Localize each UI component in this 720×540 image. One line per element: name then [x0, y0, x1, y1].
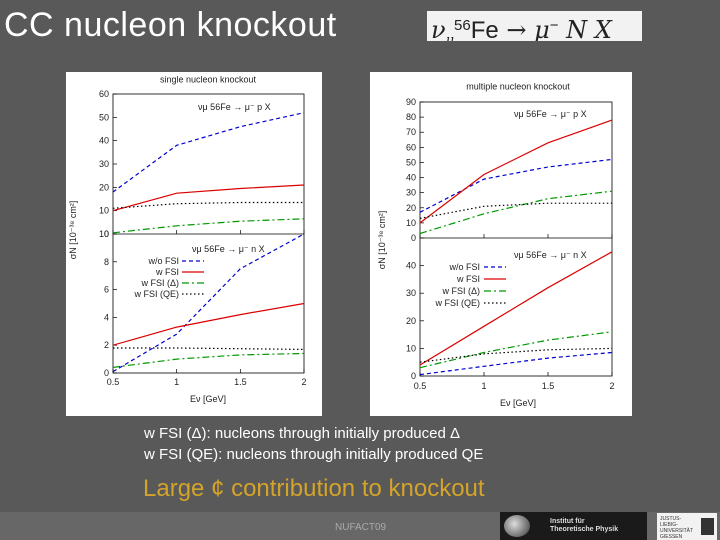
- footer-text: NUFACT09: [335, 522, 387, 533]
- notes: w FSI (Δ): nucleons through initially pr…: [144, 423, 483, 465]
- logo-line: JUSTUS-LIEBIG-: [660, 516, 682, 528]
- series-line: [419, 331, 613, 369]
- series-line: [112, 218, 305, 234]
- single-knockout-panel: single nucleon knockout σN [10⁻³⁸ cm²] E…: [66, 72, 322, 416]
- logo-line: UNIVERSITÄT: [660, 528, 694, 534]
- y-tick-label: 10: [406, 343, 416, 353]
- subplot-label: νμ 56Fe → μ⁻ n X: [192, 244, 265, 254]
- y-tick-label: 30: [406, 188, 416, 198]
- x-tick-label: 2: [609, 381, 614, 391]
- y-tick-label: 50: [406, 157, 416, 167]
- legend-label: w/o FSI: [147, 256, 179, 266]
- formula-arrow: →: [498, 16, 535, 41]
- formula-mu-sub: μ: [445, 32, 455, 41]
- series-line: [419, 190, 613, 235]
- x-tick-label: 2: [301, 377, 306, 387]
- subplot-label: νμ 56Fe → μ⁻ p X: [514, 109, 587, 119]
- x-tick-label: 0.5: [107, 377, 120, 387]
- multiple-knockout-panel: multiple nucleon knockout σN [10⁻³⁸ cm²]…: [370, 72, 632, 416]
- y-tick-label: 20: [99, 182, 109, 192]
- chart-title: single nucleon knockout: [160, 74, 257, 84]
- logo-line: GIESSEN: [660, 534, 683, 540]
- y-tick-label: 20: [406, 203, 416, 213]
- legend-label: w/o FSI: [448, 262, 480, 272]
- y-tick-label: 60: [406, 142, 416, 152]
- legend-label: w FSI: [155, 267, 179, 277]
- y-tick-label: 60: [99, 89, 109, 99]
- globe-icon: [504, 515, 530, 537]
- y-tick-label: 10: [99, 229, 109, 239]
- y-tick-label: 8: [104, 257, 109, 267]
- series-line: [112, 302, 305, 346]
- x-axis-label: Eν [GeV]: [190, 394, 226, 404]
- formula-mu: μ: [534, 16, 550, 41]
- y-tick-label: 10: [99, 206, 109, 216]
- y-axis-label: σN [10⁻³⁸ cm²]: [68, 201, 78, 260]
- single-knockout-chart: single nucleon knockout σN [10⁻³⁸ cm²] E…: [68, 74, 307, 404]
- series-line: [419, 351, 613, 376]
- series-line: [112, 184, 305, 212]
- y-tick-label: 40: [406, 261, 416, 271]
- y-tick-label: 70: [406, 127, 416, 137]
- formula-nu: ν: [431, 16, 446, 41]
- legend-label: w FSI: [456, 274, 480, 284]
- series-line: [419, 202, 612, 219]
- y-tick-label: 20: [406, 316, 416, 326]
- series-line: [419, 158, 613, 213]
- x-tick-label: 1.5: [234, 377, 247, 387]
- chart-title: multiple nucleon knockout: [466, 81, 570, 91]
- university-mark-icon: [701, 518, 714, 535]
- y-tick-label: 4: [104, 312, 109, 322]
- logo-line: Institut für: [550, 518, 585, 525]
- legend-label: w FSI (Δ): [140, 278, 179, 288]
- y-tick-label: 0: [411, 233, 416, 243]
- y-tick-label: 50: [99, 112, 109, 122]
- series-line: [419, 251, 613, 366]
- series-line: [112, 233, 305, 373]
- series-line: [112, 352, 305, 368]
- y-tick-label: 0: [104, 368, 109, 378]
- logo-line: Theoretische Physik: [550, 526, 619, 533]
- y-tick-label: 80: [406, 112, 416, 122]
- y-tick-label: 40: [406, 173, 416, 183]
- institute-logo: Institut für Theoretische Physik: [500, 512, 647, 540]
- legend-label: w FSI (QE): [435, 298, 481, 308]
- y-tick-label: 2: [104, 340, 109, 350]
- x-tick-label: 1: [174, 377, 179, 387]
- formula-rest: N X: [558, 16, 612, 41]
- formula-minus: −: [549, 17, 559, 34]
- x-axis-label: Eν [GeV]: [500, 398, 536, 408]
- university-logo: JUSTUS-LIEBIG- UNIVERSITÄT GIESSEN: [657, 513, 717, 540]
- series-line: [419, 119, 613, 224]
- formula-mass: 56: [454, 17, 471, 34]
- y-tick-label: 0: [411, 371, 416, 381]
- subplot-label: νμ 56Fe → μ⁻ p X: [198, 102, 271, 112]
- y-tick-label: 30: [99, 159, 109, 169]
- slide-title: CC nucleon knockout: [4, 6, 337, 44]
- reaction-formula: νμ56Fe → μ− N X: [427, 11, 642, 41]
- legend-label: w FSI (QE): [134, 289, 180, 299]
- headline: Large ¢ contribution to knockout: [143, 475, 485, 502]
- series-line: [112, 112, 305, 193]
- multiple-knockout-chart: multiple nucleon knockout σN [10⁻³⁸ cm²]…: [377, 81, 615, 408]
- note-delta: w FSI (Δ): nucleons through initially pr…: [144, 425, 461, 442]
- y-tick-label: 0: [104, 229, 109, 239]
- legend-label: w FSI (Δ): [441, 286, 480, 296]
- y-tick-label: 90: [406, 97, 416, 107]
- y-tick-label: 30: [406, 288, 416, 298]
- subplot-label: νμ 56Fe → μ⁻ n X: [514, 250, 587, 260]
- y-axis-label: σN [10⁻³⁸ cm²]: [377, 211, 387, 270]
- formula-fe: Fe: [470, 17, 499, 41]
- note-qe: w FSI (QE): nucleons through initially p…: [144, 446, 484, 463]
- series-line: [419, 347, 613, 363]
- plot-frame: [419, 101, 613, 377]
- x-tick-label: 1.5: [542, 381, 555, 391]
- y-tick-label: 40: [99, 136, 109, 146]
- x-tick-label: 0.5: [414, 381, 427, 391]
- x-tick-label: 1: [481, 381, 486, 391]
- y-tick-label: 10: [406, 218, 416, 228]
- series-line: [113, 347, 305, 350]
- y-tick-label: 6: [104, 285, 109, 295]
